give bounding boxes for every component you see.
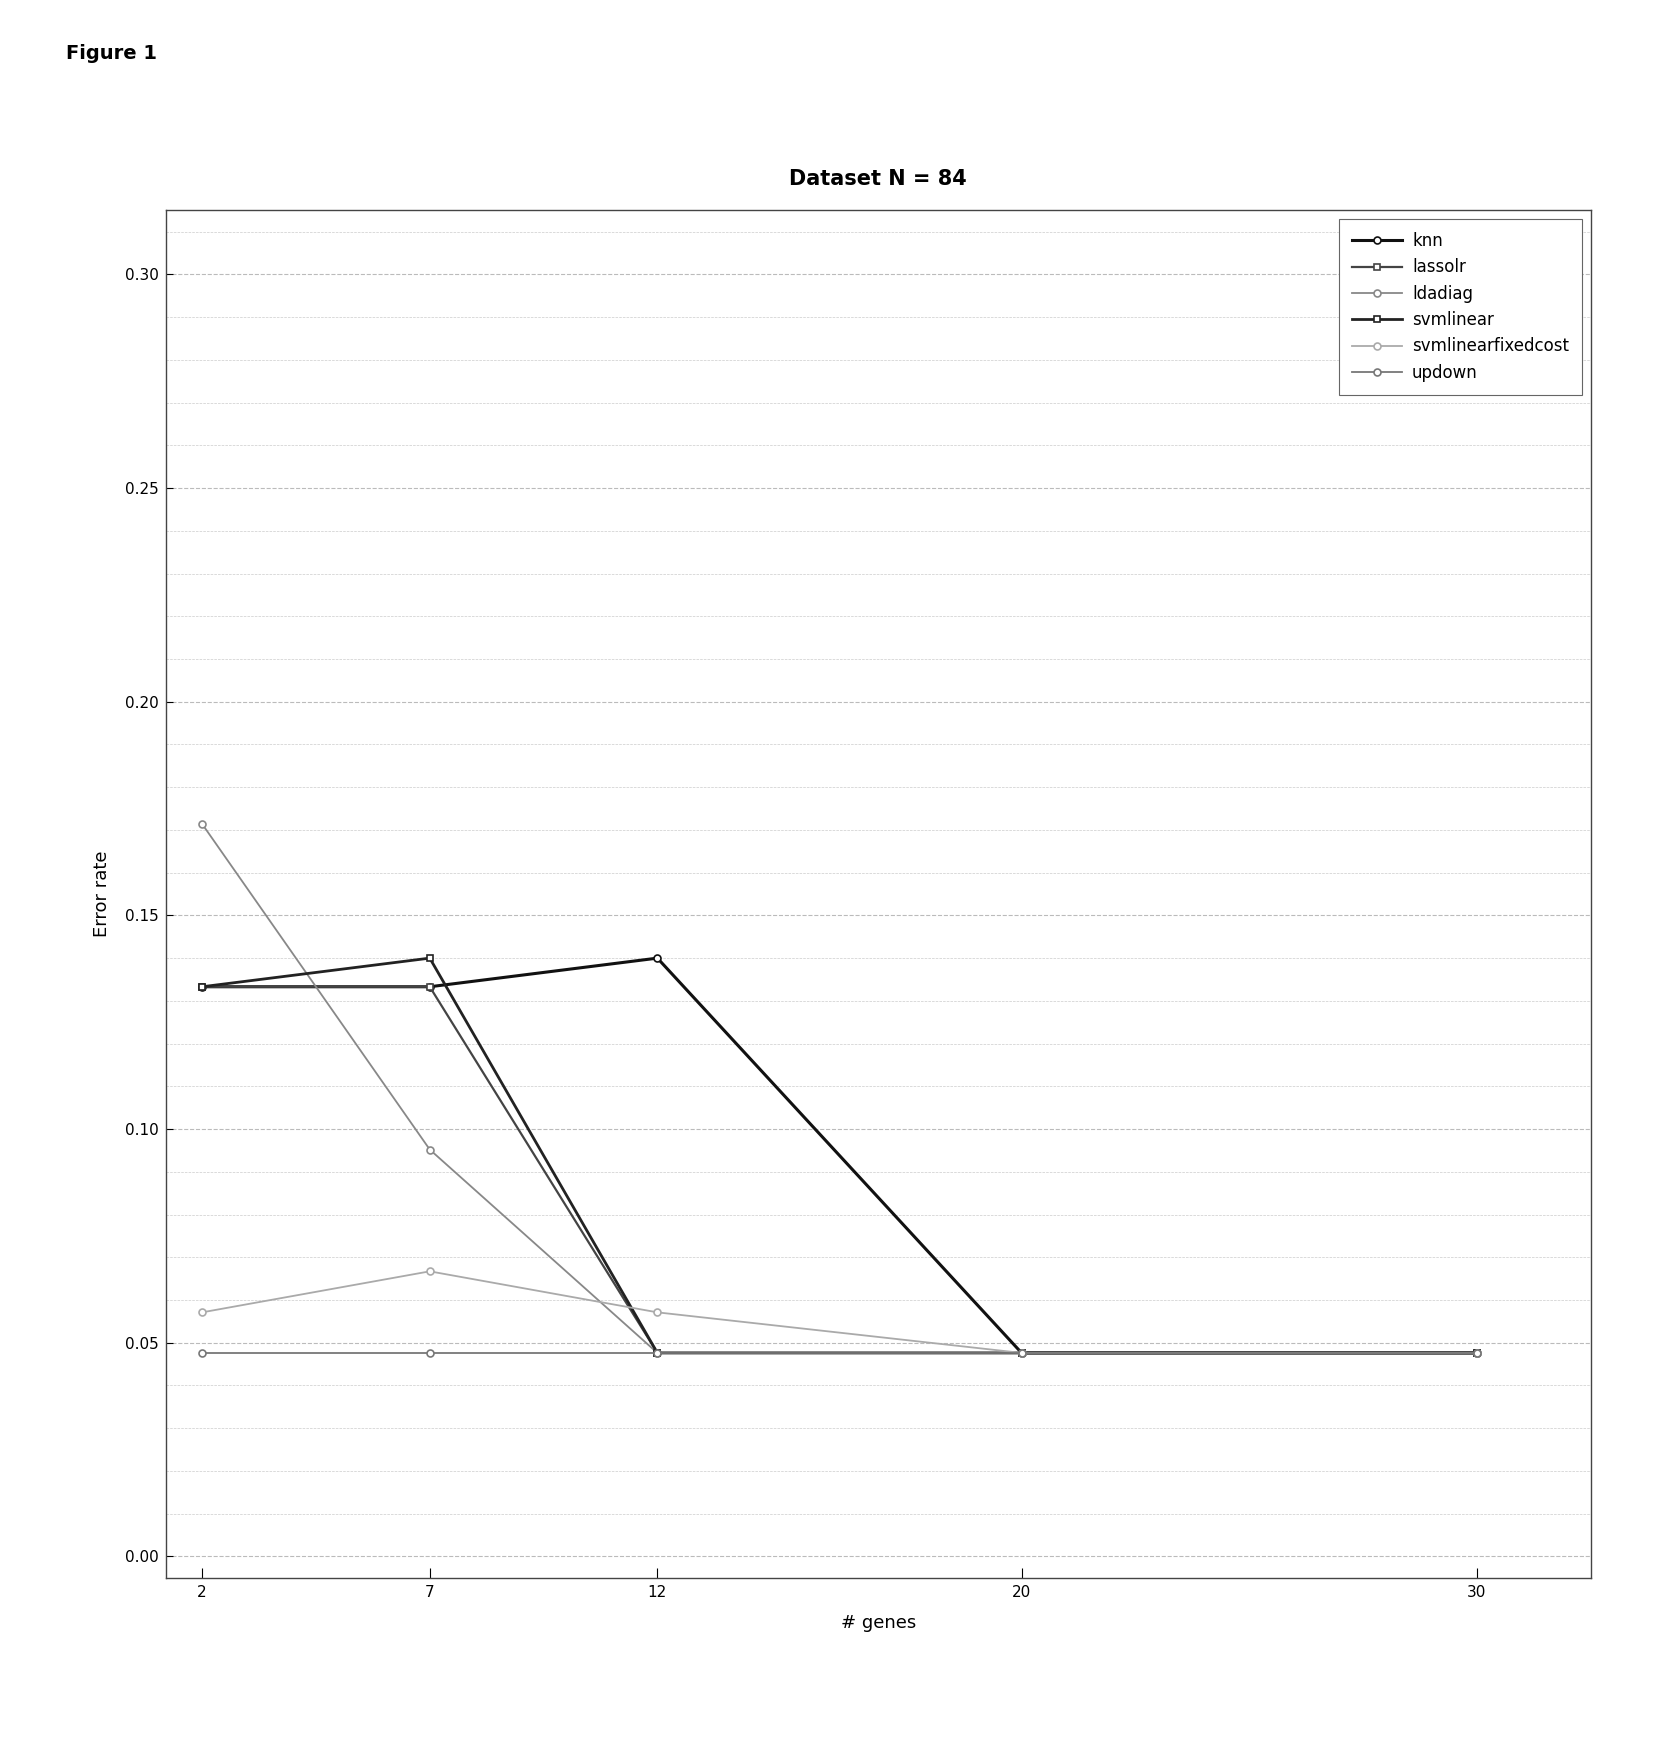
Title: Dataset N = 84: Dataset N = 84 — [789, 170, 968, 189]
Line: ldadiag: ldadiag — [199, 820, 1480, 1357]
lassolr — [192, 976, 212, 997]
svmlinearfixedcost — [648, 1302, 668, 1324]
ldadiag — [648, 1343, 668, 1364]
Legend: knn, lassolr, ldadiag, svmlinear, svmlinearfixedcost, updown: knn, lassolr, ldadiag, svmlinear, svmlin… — [1339, 219, 1582, 394]
ldadiag — [1466, 1343, 1486, 1364]
Text: Figure 1: Figure 1 — [66, 44, 157, 63]
svmlinear — [1466, 1343, 1486, 1364]
svmlinearfixedcost — [1012, 1343, 1032, 1364]
svmlinearfixedcost — [419, 1260, 439, 1281]
svmlinear — [419, 948, 439, 969]
Line: svmlinear: svmlinear — [199, 955, 1480, 1357]
knn — [419, 976, 439, 997]
svmlinear — [1012, 1343, 1032, 1364]
lassolr — [1012, 1343, 1032, 1364]
Line: svmlinearfixedcost: svmlinearfixedcost — [199, 1267, 1480, 1357]
ldadiag — [1012, 1343, 1032, 1364]
svmlinear — [648, 1343, 668, 1364]
Line: knn: knn — [199, 955, 1480, 1357]
X-axis label: # genes: # genes — [840, 1613, 916, 1632]
updown — [419, 1343, 439, 1364]
Line: updown: updown — [199, 1350, 1480, 1357]
Line: lassolr: lassolr — [199, 983, 1480, 1357]
ldadiag — [192, 813, 212, 834]
lassolr — [648, 1343, 668, 1364]
svmlinear — [192, 976, 212, 997]
knn — [1466, 1343, 1486, 1364]
updown — [1012, 1343, 1032, 1364]
lassolr — [1466, 1343, 1486, 1364]
ldadiag — [419, 1139, 439, 1160]
updown — [192, 1343, 212, 1364]
lassolr — [419, 976, 439, 997]
knn — [192, 976, 212, 997]
svmlinearfixedcost — [1466, 1343, 1486, 1364]
knn — [1012, 1343, 1032, 1364]
knn — [648, 948, 668, 969]
updown — [1466, 1343, 1486, 1364]
updown — [648, 1343, 668, 1364]
svmlinearfixedcost — [192, 1302, 212, 1324]
Y-axis label: Error rate: Error rate — [93, 850, 111, 938]
